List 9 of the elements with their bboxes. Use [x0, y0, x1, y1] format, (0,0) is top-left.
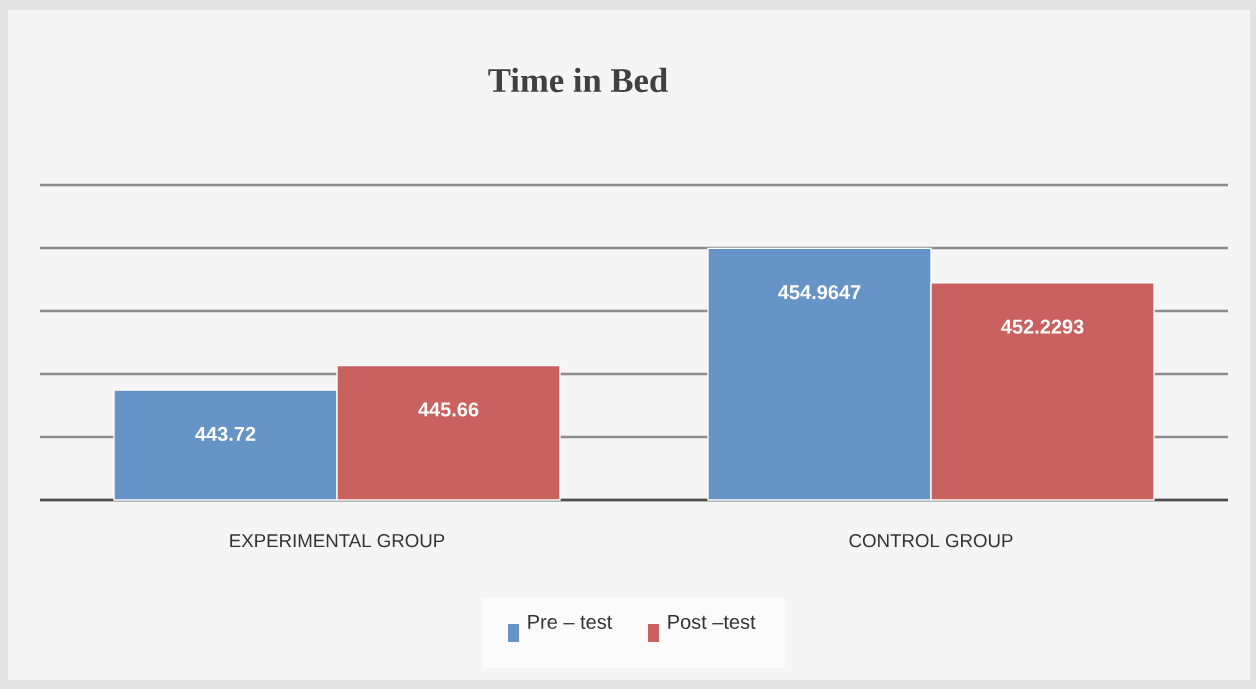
- data-label: 454.9647: [778, 285, 861, 300]
- x-tick-label: EXPERIMENTAL GROUP: [230, 534, 445, 548]
- data-label: 443.72: [195, 426, 256, 442]
- data-label: 452.2293: [1001, 319, 1084, 334]
- legend-label: Post –test: [668, 615, 756, 629]
- data-label: 445.66: [418, 402, 479, 417]
- chart-title: Time in Bed: [488, 67, 668, 93]
- x-tick-label: CONTROL GROUP: [849, 534, 1013, 548]
- legend-label: Pre – test: [528, 615, 613, 629]
